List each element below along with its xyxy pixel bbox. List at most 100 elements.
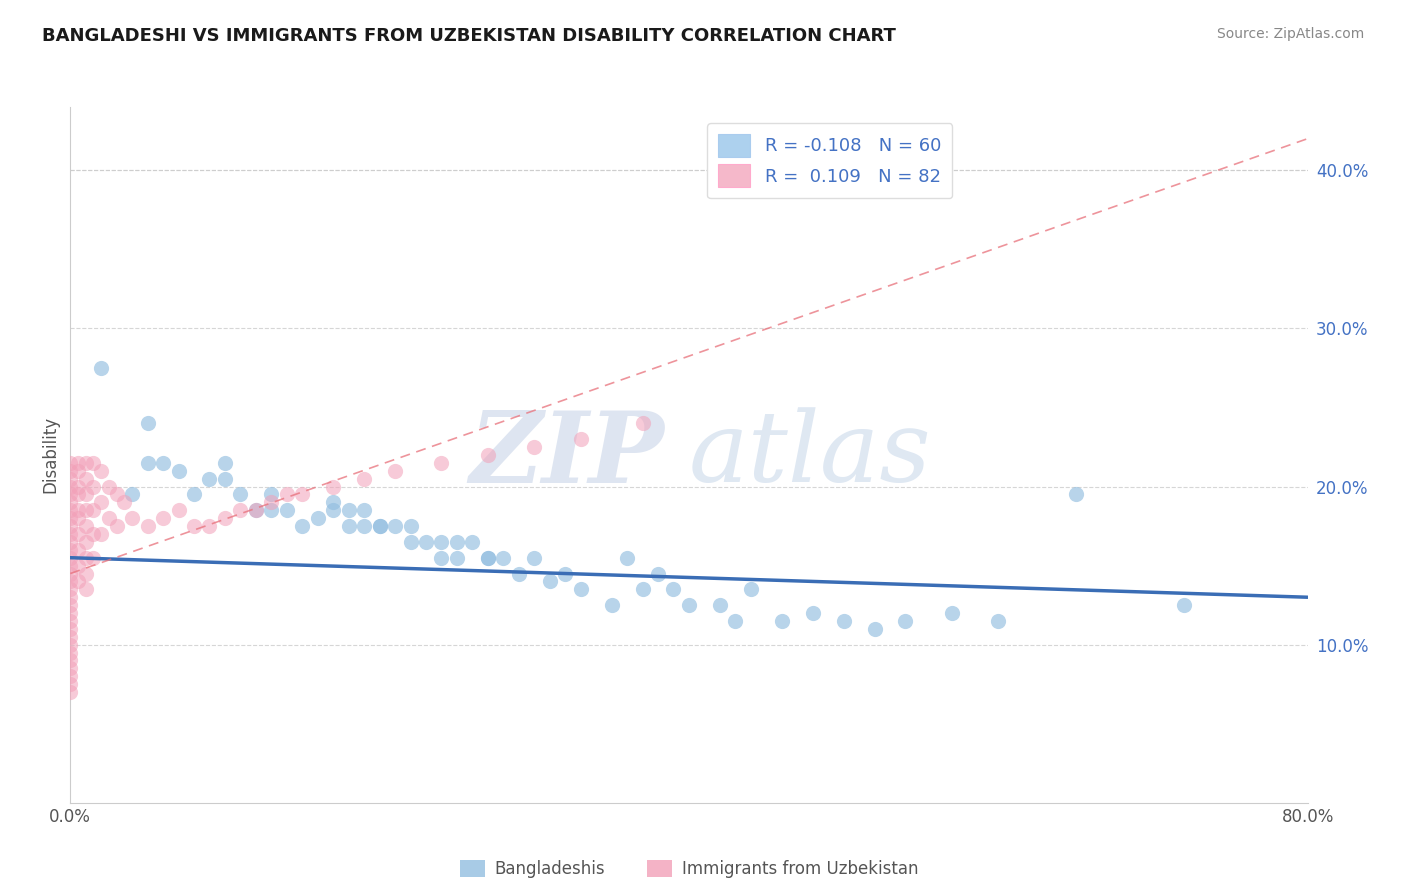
Point [260,503,283,517]
Point [67,558,90,573]
Point [260,487,283,501]
Point [430,534,453,549]
Point [75,519,97,533]
Point [90,495,112,509]
Point [59,550,82,565]
Point [67,503,90,517]
Point [75,487,97,501]
Point [631,582,654,597]
Point [136,417,159,431]
Point [152,456,174,470]
Point [98,479,121,493]
Point [1064,487,1087,501]
Point [678,598,700,612]
Point [477,448,499,462]
Point [523,440,546,454]
Point [198,472,221,486]
Point [229,487,252,501]
Point [353,472,375,486]
Point [90,360,112,375]
Y-axis label: Disability: Disability [41,417,59,493]
Point [59,542,82,557]
Point [59,614,82,628]
Point [75,503,97,517]
Point [368,519,391,533]
Point [276,487,298,501]
Point [384,519,406,533]
Point [67,456,90,470]
Point [941,606,963,620]
Text: atlas: atlas [689,408,932,502]
Point [276,503,298,517]
Point [59,503,82,517]
Point [322,503,344,517]
Point [724,614,747,628]
Point [105,487,128,501]
Point [569,432,592,446]
Point [59,472,82,486]
Point [67,479,90,493]
Point [508,566,530,581]
Point [59,495,82,509]
Point [801,606,824,620]
Point [569,582,592,597]
Point [82,550,105,565]
Point [198,519,221,533]
Point [987,614,1010,628]
Point [740,582,762,597]
Point [59,653,82,667]
Point [67,574,90,589]
Text: Source: ZipAtlas.com: Source: ZipAtlas.com [1216,27,1364,41]
Point [59,622,82,636]
Point [59,638,82,652]
Point [1173,598,1195,612]
Point [59,574,82,589]
Point [430,550,453,565]
Point [82,479,105,493]
Point [214,456,236,470]
Point [75,582,97,597]
Point [368,519,391,533]
Point [894,614,917,628]
Point [353,503,375,517]
Point [59,677,82,691]
Point [90,527,112,541]
Point [136,519,159,533]
Point [59,519,82,533]
Point [446,534,468,549]
Text: ZIP: ZIP [470,407,664,503]
Point [75,550,97,565]
Point [59,527,82,541]
Point [832,614,855,628]
Point [245,503,267,517]
Point [245,503,267,517]
Text: BANGLADESHI VS IMMIGRANTS FROM UZBEKISTAN DISABILITY CORRELATION CHART: BANGLADESHI VS IMMIGRANTS FROM UZBEKISTA… [42,27,896,45]
Point [67,487,90,501]
Point [337,503,360,517]
Point [90,464,112,478]
Point [75,566,97,581]
Point [121,487,143,501]
Point [709,598,731,612]
Point [59,456,82,470]
Point [523,550,546,565]
Point [229,503,252,517]
Point [82,456,105,470]
Point [75,456,97,470]
Point [59,669,82,683]
Point [59,464,82,478]
Legend: Bangladeshis, Immigrants from Uzbekistan: Bangladeshis, Immigrants from Uzbekistan [453,854,925,885]
Point [121,511,143,525]
Point [631,417,654,431]
Point [461,534,484,549]
Point [59,630,82,644]
Point [214,511,236,525]
Point [82,503,105,517]
Point [59,511,82,525]
Point [492,550,515,565]
Point [384,464,406,478]
Point [67,511,90,525]
Point [430,456,453,470]
Point [59,591,82,605]
Point [59,685,82,699]
